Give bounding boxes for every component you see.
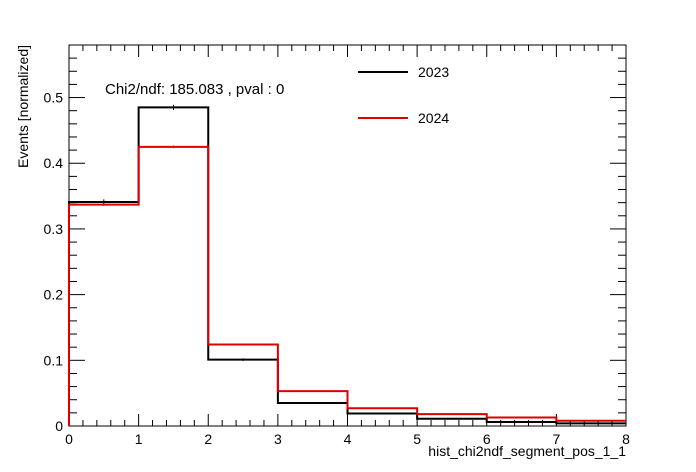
x-tick-label: 1 <box>135 431 143 447</box>
plot-frame <box>68 44 627 427</box>
x-tick-label: 8 <box>622 431 630 447</box>
series-layer <box>68 104 626 426</box>
tick-labels: 0 1 2 3 4 5 6 7 8 0 0.1 0.2 0.3 0.4 0.5 <box>44 90 631 447</box>
x-tick-label: 3 <box>274 431 282 447</box>
y-tick-label: 0.4 <box>44 155 64 171</box>
x-tick-label: 2 <box>204 431 212 447</box>
axis-ticks <box>68 44 627 427</box>
series-2023 <box>68 104 626 426</box>
x-tick-label: 4 <box>344 431 352 447</box>
x-tick-label: 6 <box>483 431 491 447</box>
y-tick-label: 0.3 <box>44 221 64 237</box>
legend-label-2024: 2024 <box>418 110 449 126</box>
legend: 2023 2024 <box>358 64 449 126</box>
y-tick-label: 0.2 <box>44 287 64 303</box>
series-2024 <box>68 145 626 426</box>
x-axis-title: hist_chi2ndf_segment_pos_1_1 <box>428 443 626 459</box>
y-tick-label: 0.1 <box>44 352 64 368</box>
legend-label-2023: 2023 <box>418 64 449 80</box>
y-tick-label: 0.5 <box>44 90 64 106</box>
x-tick-label: 7 <box>552 431 560 447</box>
annotation-chi2: Chi2/ndf: 185.083 , pval : 0 <box>105 81 284 98</box>
x-tick-label: 5 <box>413 431 421 447</box>
x-tick-label: 0 <box>65 431 73 447</box>
histogram-line-2024 <box>68 145 626 426</box>
y-tick-label: 0 <box>55 418 63 434</box>
histogram-line-2023 <box>68 106 626 426</box>
y-axis-title: Events [normalized] <box>15 45 31 168</box>
